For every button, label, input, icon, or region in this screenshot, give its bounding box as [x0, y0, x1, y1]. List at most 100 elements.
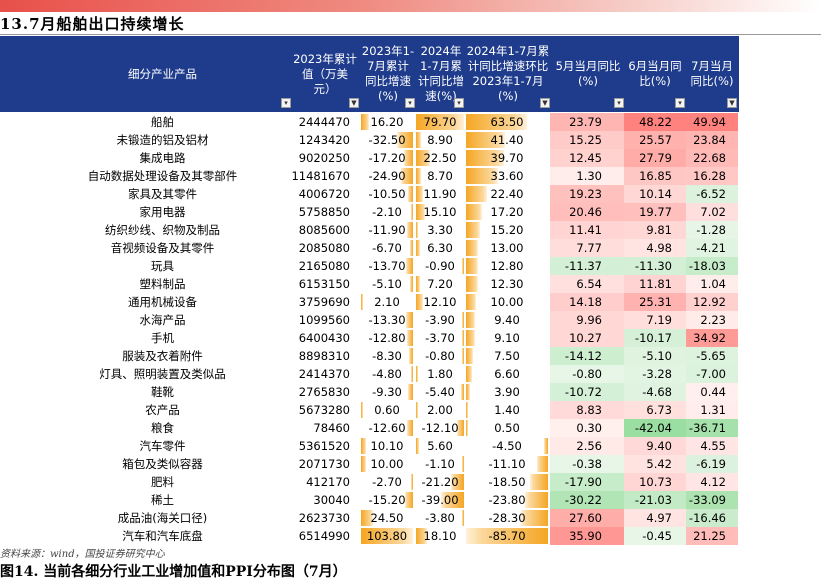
cell-name: 灯具、照明装置及类似品 [99, 367, 226, 381]
cell-name: 汽车零件 [139, 439, 186, 453]
dropdown-icon[interactable]: ▾ [281, 98, 291, 108]
header-yoy-2024: 2024年 1-7月累 计同比增 速(%) [418, 44, 464, 103]
bar-chg [466, 294, 476, 310]
bar-y2023 [361, 456, 366, 472]
heat-may [550, 167, 624, 185]
cell-v2023: 8898310 [298, 349, 350, 363]
cell-jul: -36.71 [688, 421, 726, 435]
heat-jun [624, 401, 686, 419]
heat-may [550, 383, 624, 401]
cell-v2023: 2414370 [298, 367, 350, 381]
cell-chg: 33.60 [490, 169, 524, 183]
cell-jun: -21.03 [634, 493, 672, 507]
cell-jul: 2.23 [700, 313, 726, 327]
cell-may: 9.96 [576, 313, 602, 327]
cell-name: 未锻造的铝及铝材 [116, 133, 209, 147]
heat-jul [686, 455, 738, 473]
cell-jun: 4.98 [646, 241, 672, 255]
cell-name: 家具及其零件 [128, 187, 197, 201]
heat-jun [624, 383, 686, 401]
bar-y2024 [416, 294, 424, 310]
cell-name: 汽车和汽车底盘 [122, 529, 203, 543]
bar-y2024 [461, 312, 464, 328]
heat-jul [686, 131, 738, 149]
heat-may [550, 527, 624, 545]
cell-y2024: -0.80 [425, 349, 455, 363]
cell-y2024: 8.90 [427, 133, 453, 147]
cell-y2023: -5.10 [372, 277, 402, 291]
cell-may: -11.37 [564, 259, 602, 273]
cell-jul: -4.21 [696, 241, 726, 255]
cell-v2023: 412170 [306, 475, 350, 489]
cell-y2024: 2.00 [427, 403, 453, 417]
dropdown-icon[interactable]: ▾ [614, 98, 624, 108]
dropdown-icon[interactable]: ▾ [405, 98, 415, 108]
filter-icon[interactable]: ▼ [727, 98, 737, 108]
cell-y2024: -12.10 [421, 421, 459, 435]
cell-name: 自动数据处理设备及其零部件 [87, 169, 238, 183]
heat-jun [624, 149, 686, 167]
bar-y2024 [416, 186, 424, 202]
cell-jul: -1.28 [696, 223, 726, 237]
heat-jul [686, 491, 738, 509]
cell-jul: 22.68 [693, 151, 726, 165]
heat-jun [624, 509, 686, 527]
table-row: 玩具 2165080 -13.70 -0.90 12.80 -11.37 -11.30 -18… [0, 257, 821, 275]
cell-chg: 41.40 [490, 133, 524, 147]
heat-jul [686, 185, 738, 203]
filter-icon[interactable]: ▼ [349, 98, 359, 108]
cell-chg: -11.10 [488, 457, 526, 471]
cell-may: -14.12 [564, 349, 602, 363]
cell-may: 23.79 [569, 115, 602, 129]
cell-chg: 3.90 [494, 385, 520, 399]
cell-chg: 12.30 [490, 277, 524, 291]
cell-y2024: 11.90 [423, 187, 457, 201]
cell-v2023: 6153150 [298, 277, 350, 291]
cell-jul: 34.92 [693, 331, 726, 345]
cell-y2023: -13.70 [368, 259, 406, 273]
bar-y2023 [361, 528, 413, 544]
table-row: 稀土 30040 -15.20 -39.00 -23.80 -30.22 -21.03 -33… [0, 491, 821, 509]
cell-jun: 27.79 [639, 151, 672, 165]
cell-chg: -28.30 [488, 511, 526, 525]
bar-y2024 [416, 366, 418, 382]
cell-v2023: 2623730 [298, 511, 350, 525]
heat-may [550, 419, 624, 437]
bar-chg [466, 258, 479, 274]
cell-y2023: -32.50 [368, 133, 406, 147]
cell-y2024: 5.60 [427, 439, 453, 453]
header-value-2023: 2023年累计 值（万美 元） [293, 51, 357, 96]
heat-may [550, 131, 624, 149]
heat-jun [624, 311, 686, 329]
bar-chg [466, 384, 470, 400]
bar-y2023 [406, 258, 413, 274]
cell-jun: 5.42 [646, 457, 672, 471]
cell-v2023: 1099560 [298, 313, 350, 327]
cell-name: 粮食 [151, 421, 174, 435]
cell-chg: 17.20 [490, 205, 524, 219]
bar-y2023 [396, 132, 413, 148]
cell-v2023: 1243420 [298, 133, 350, 147]
cell-y2023: -8.30 [372, 349, 402, 363]
heat-jun [624, 347, 686, 365]
header-yoy-2023: 2023年1- 7月累计 同比增速 (%) [361, 44, 415, 103]
bar-y2024 [440, 492, 464, 508]
heat-jun [624, 185, 686, 203]
cell-may: 35.90 [569, 529, 602, 543]
bar-y2024 [416, 114, 464, 130]
heat-jul [686, 167, 738, 185]
cell-y2023: -2.70 [372, 475, 402, 489]
dropdown-icon[interactable]: ▾ [675, 98, 685, 108]
cell-chg: 9.10 [494, 331, 520, 345]
filter-icon[interactable]: ▼ [540, 98, 550, 108]
heat-jun [624, 419, 686, 437]
heat-may [550, 365, 624, 383]
cell-y2024: 8.70 [427, 169, 453, 183]
cell-name: 水海产品 [139, 313, 186, 327]
dropdown-icon[interactable]: ▾ [454, 98, 464, 108]
bar-chg [530, 474, 548, 490]
cell-may: 15.25 [569, 133, 602, 147]
header-industry: 细分产业产品 [128, 66, 197, 81]
cell-jul: 23.84 [693, 133, 726, 147]
table-row: 塑料制品 6153150 -5.10 7.20 12.30 6.54 11.81 1.04 [0, 275, 821, 293]
